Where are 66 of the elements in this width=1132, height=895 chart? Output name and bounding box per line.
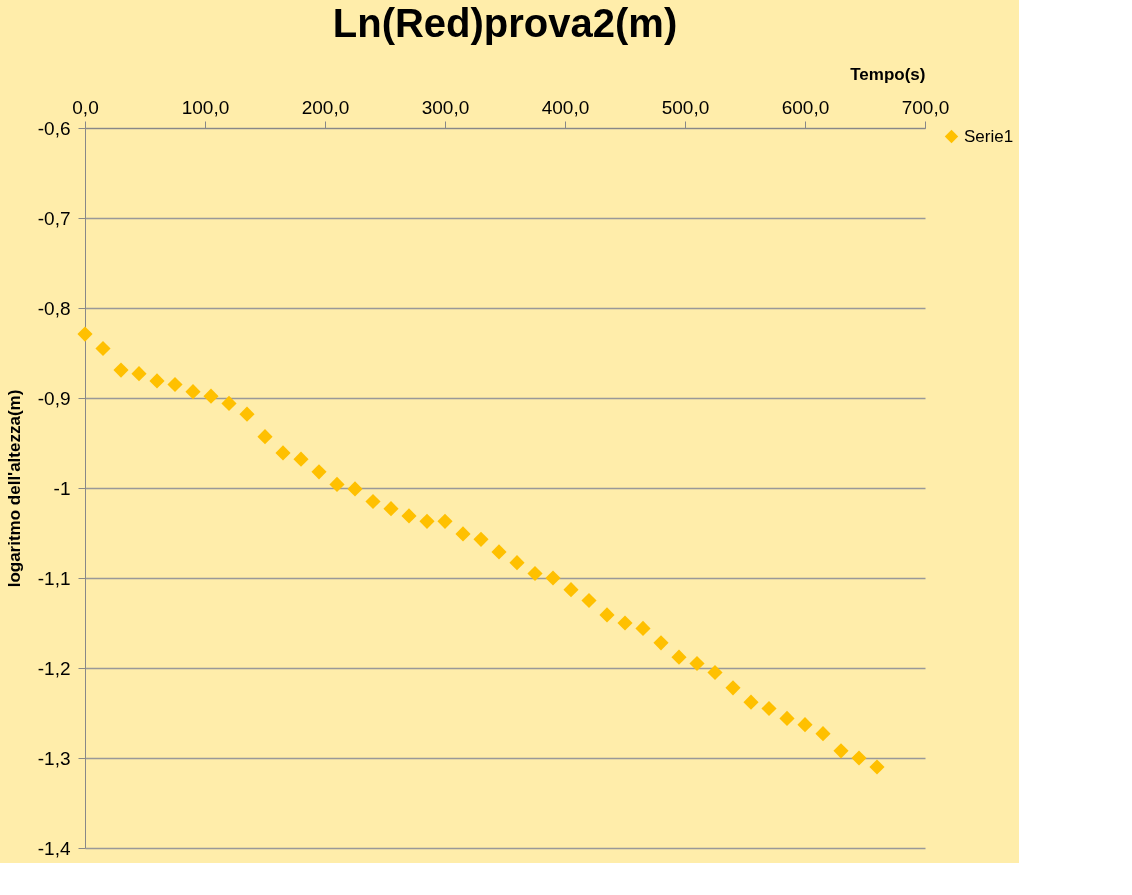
point	[149, 373, 165, 389]
x-tick-label: 0,0	[72, 96, 99, 118]
point	[437, 513, 453, 529]
point	[851, 750, 867, 766]
y-tick-label: -1,4	[37, 837, 71, 859]
y-tick-label: -1	[53, 477, 71, 499]
point	[779, 710, 795, 726]
y-tick-label: -0,9	[37, 387, 71, 409]
x-tick-label: 200,0	[301, 96, 350, 118]
point	[293, 451, 309, 467]
point	[365, 493, 381, 510]
point	[95, 340, 111, 357]
point	[599, 607, 615, 623]
point	[185, 384, 201, 400]
point	[869, 759, 885, 775]
point	[509, 555, 525, 571]
x-tick-label: 300,0	[421, 96, 470, 118]
point	[347, 481, 363, 497]
y-tick-label: -1,2	[37, 657, 71, 679]
point	[113, 362, 129, 378]
point	[743, 694, 759, 710]
point	[419, 513, 435, 529]
y-tick-label: -0,7	[37, 207, 71, 229]
point	[617, 615, 633, 631]
x-tick-label: 500,0	[661, 96, 710, 118]
point	[167, 376, 183, 393]
point	[329, 476, 345, 492]
point	[131, 366, 147, 382]
point	[815, 726, 831, 742]
y-axis-title: logaritmo dell'altezza(m)	[4, 389, 24, 588]
point	[527, 565, 543, 582]
y-tick-label: -0,6	[37, 117, 71, 139]
point	[545, 570, 561, 586]
point	[473, 531, 489, 547]
point	[257, 429, 273, 445]
point	[671, 649, 687, 665]
point	[689, 655, 705, 672]
point	[203, 388, 219, 404]
point	[239, 406, 255, 422]
point	[401, 508, 417, 524]
point	[383, 501, 399, 517]
point	[491, 544, 507, 560]
point	[653, 635, 669, 651]
point	[761, 700, 777, 717]
point	[581, 592, 597, 609]
chart-title: Ln(Red)prova2(m)	[332, 1, 678, 45]
point	[833, 743, 849, 759]
point	[707, 664, 723, 681]
point	[563, 582, 579, 598]
x-tick-label: 600,0	[781, 96, 830, 118]
point	[725, 680, 741, 696]
y-tick-label: -1,1	[37, 567, 71, 589]
x-tick-label: 100,0	[181, 96, 230, 118]
x-tick-label: 700,0	[901, 96, 950, 118]
point	[455, 526, 471, 542]
legend-label: Serie1	[964, 126, 1014, 146]
x-axis-title: Tempo(s)	[850, 64, 926, 84]
point	[311, 464, 327, 480]
point	[635, 620, 651, 636]
point	[797, 717, 813, 733]
y-tick-label: -0,8	[37, 297, 71, 319]
point	[275, 445, 291, 461]
y-tick-label: -1,3	[37, 747, 71, 769]
point	[77, 326, 93, 342]
x-tick-label: 400,0	[541, 96, 590, 118]
point	[221, 395, 237, 411]
